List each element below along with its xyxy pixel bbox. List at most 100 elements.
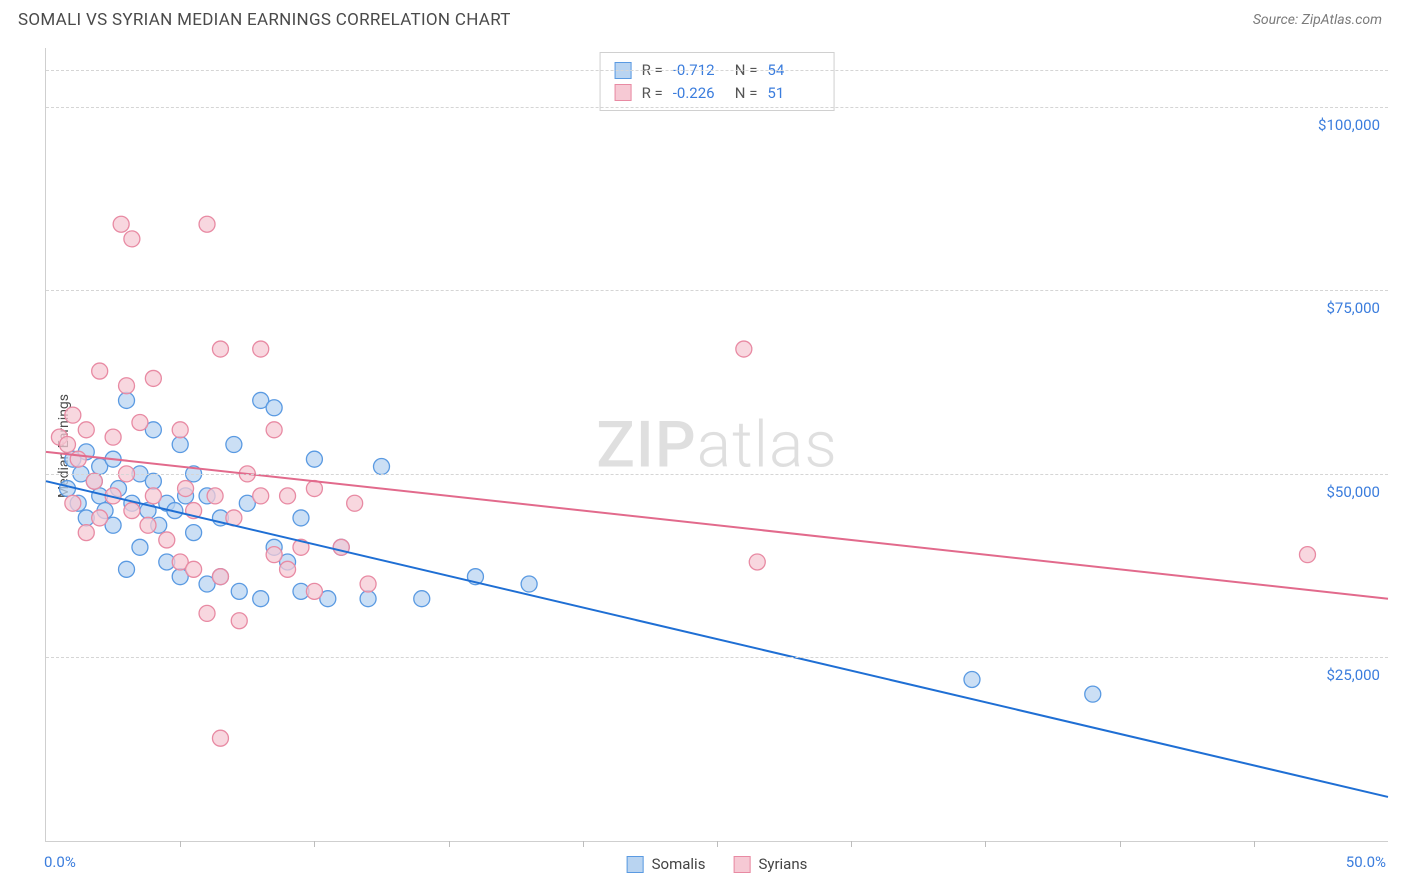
data-point-syrians <box>92 363 108 379</box>
data-point-syrians <box>749 554 765 570</box>
data-point-syrians <box>124 503 140 519</box>
data-point-syrians <box>86 473 102 489</box>
data-point-syrians <box>159 532 175 548</box>
legend-item-syrians: Syrians <box>733 855 807 873</box>
n-label: N = <box>735 82 758 105</box>
legend-stats: R = -0.712 N = 54 R = -0.226 N = 51 <box>600 52 835 111</box>
data-point-somalis <box>306 451 322 467</box>
chart-source: Source: ZipAtlas.com <box>1253 12 1382 28</box>
y-tick-label: $75,000 <box>1326 299 1380 317</box>
data-point-syrians <box>347 495 363 511</box>
data-point-somalis <box>186 525 202 541</box>
data-point-syrians <box>266 422 282 438</box>
grid-line <box>46 474 1388 475</box>
data-point-somalis <box>132 539 148 555</box>
data-point-syrians <box>736 341 752 357</box>
x-tick <box>1254 841 1255 847</box>
data-point-syrians <box>113 216 129 232</box>
data-point-syrians <box>1299 547 1315 563</box>
x-tick <box>449 841 450 847</box>
data-point-syrians <box>178 481 194 497</box>
data-point-syrians <box>145 488 161 504</box>
trend-line-somalis <box>46 481 1388 797</box>
data-point-syrians <box>280 561 296 577</box>
data-point-syrians <box>172 422 188 438</box>
n-value-syrians: 51 <box>767 82 819 105</box>
source-prefix: Source: <box>1253 12 1302 28</box>
data-point-syrians <box>78 422 94 438</box>
grid-line <box>46 107 1388 108</box>
data-point-somalis <box>119 392 135 408</box>
r-label: R = <box>642 82 663 105</box>
data-point-syrians <box>119 378 135 394</box>
data-point-somalis <box>521 576 537 592</box>
data-point-somalis <box>293 510 309 526</box>
scatter-svg <box>46 48 1388 841</box>
x-tick <box>583 841 584 847</box>
chart-header: SOMALI VS SYRIAN MEDIAN EARNINGS CORRELA… <box>0 0 1406 36</box>
data-point-syrians <box>212 730 228 746</box>
swatch-syrians <box>615 84 632 101</box>
grid-line <box>46 70 1388 71</box>
data-point-syrians <box>306 481 322 497</box>
data-point-somalis <box>226 437 242 453</box>
r-value-syrians: -0.226 <box>673 82 725 105</box>
x-tick <box>985 841 986 847</box>
grid-line <box>46 290 1388 291</box>
legend-label-somalis: Somalis <box>652 855 706 873</box>
x-tick <box>1120 841 1121 847</box>
swatch-somalis <box>627 856 644 873</box>
x-tick <box>314 841 315 847</box>
data-point-somalis <box>360 591 376 607</box>
chart-title: SOMALI VS SYRIAN MEDIAN EARNINGS CORRELA… <box>18 10 511 30</box>
data-point-syrians <box>59 437 75 453</box>
legend-item-somalis: Somalis <box>627 855 706 873</box>
data-point-somalis <box>414 591 430 607</box>
data-point-syrians <box>253 488 269 504</box>
data-point-syrians <box>65 495 81 511</box>
data-point-somalis <box>964 671 980 687</box>
data-point-syrians <box>360 576 376 592</box>
source-name: ZipAtlas.com <box>1302 12 1382 28</box>
data-point-syrians <box>306 583 322 599</box>
data-point-syrians <box>231 613 247 629</box>
data-point-somalis <box>266 400 282 416</box>
data-point-syrians <box>186 561 202 577</box>
legend-stats-row: R = -0.226 N = 51 <box>615 82 820 105</box>
data-point-syrians <box>132 414 148 430</box>
data-point-syrians <box>199 605 215 621</box>
legend-series: Somalis Syrians <box>627 855 808 873</box>
x-tick <box>851 841 852 847</box>
data-point-syrians <box>207 488 223 504</box>
data-point-somalis <box>253 591 269 607</box>
data-point-syrians <box>145 370 161 386</box>
plot-wrap: ZIPatlas R = -0.712 N = 54 R = -0.226 N … <box>45 48 1388 842</box>
x-tick-min: 0.0% <box>44 853 76 871</box>
data-point-syrians <box>124 231 140 247</box>
x-tick <box>180 841 181 847</box>
data-point-syrians <box>212 341 228 357</box>
data-point-syrians <box>78 525 94 541</box>
data-point-somalis <box>231 583 247 599</box>
data-point-syrians <box>212 569 228 585</box>
data-point-syrians <box>199 216 215 232</box>
data-point-somalis <box>1085 686 1101 702</box>
data-point-syrians <box>65 407 81 423</box>
data-point-syrians <box>70 451 86 467</box>
data-point-somalis <box>119 561 135 577</box>
data-point-syrians <box>92 510 108 526</box>
plot-area: ZIPatlas R = -0.712 N = 54 R = -0.226 N … <box>45 48 1388 842</box>
x-tick <box>717 841 718 847</box>
data-point-somalis <box>172 437 188 453</box>
data-point-syrians <box>280 488 296 504</box>
data-point-syrians <box>105 429 121 445</box>
y-tick-label: $25,000 <box>1326 666 1380 684</box>
swatch-syrians <box>733 856 750 873</box>
data-point-syrians <box>266 547 282 563</box>
data-point-syrians <box>140 517 156 533</box>
data-point-somalis <box>374 459 390 475</box>
data-point-syrians <box>253 341 269 357</box>
legend-label-syrians: Syrians <box>758 855 807 873</box>
y-tick-label: $50,000 <box>1326 483 1380 501</box>
grid-line <box>46 657 1388 658</box>
